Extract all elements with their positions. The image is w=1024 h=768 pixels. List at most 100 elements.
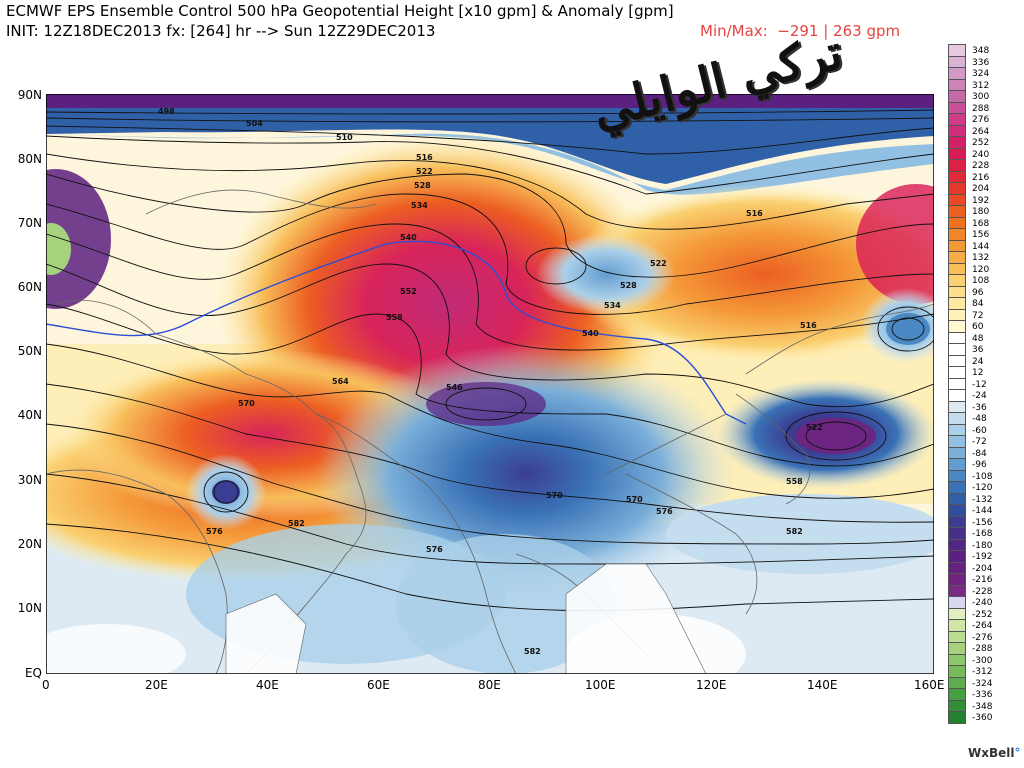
- contour-label: 558: [786, 477, 803, 486]
- colorbar-label: 312: [972, 80, 990, 91]
- contour-label: 558: [386, 313, 403, 322]
- contour-label: 576: [206, 527, 223, 536]
- colorbar-label: -348: [972, 701, 993, 712]
- colorbar-label: -168: [972, 529, 993, 539]
- colorbar-label: -108: [972, 471, 993, 482]
- lon-label: 60E: [367, 678, 390, 692]
- colorbar-label: 252: [972, 138, 990, 148]
- colorbar-label: 12: [972, 368, 984, 378]
- colorbar-label: -216: [972, 575, 993, 585]
- colorbar-label: 180: [972, 207, 990, 217]
- colorbar-label: 168: [972, 218, 990, 229]
- colorbar-label: 96: [972, 287, 984, 298]
- contour-label: 522: [806, 423, 823, 432]
- contour-label: 516: [416, 153, 433, 162]
- colorbar-label: 132: [972, 253, 990, 263]
- contour-label: 576: [656, 507, 673, 516]
- colorbar-label: 204: [972, 184, 990, 194]
- lat-label: 10N: [17, 601, 42, 615]
- colorbar-label: -300: [972, 655, 993, 666]
- lon-label: 80E: [478, 678, 501, 692]
- lat-label: 70N: [17, 216, 42, 230]
- colorbar-label: -252: [972, 609, 993, 620]
- contour-label: 540: [582, 329, 599, 338]
- colorbar-label: 144: [972, 241, 990, 252]
- colorbar-label: -156: [972, 517, 993, 528]
- colorbar-label: 48: [972, 333, 984, 344]
- colorbar-label: 216: [972, 172, 990, 183]
- lon-label: 0: [42, 678, 50, 692]
- colorbar-label: 120: [972, 264, 990, 275]
- lon-label: 100E: [585, 678, 616, 692]
- lon-label: 140E: [807, 678, 838, 692]
- colorbar-label: -96: [972, 460, 987, 470]
- contour-label: 510: [336, 133, 353, 142]
- colorbar-label: -36: [972, 402, 987, 413]
- brand-name: WxBell: [968, 746, 1015, 760]
- colorbar-label: 240: [972, 149, 990, 160]
- contour-label: 534: [411, 201, 428, 210]
- colorbar-label: -324: [972, 678, 993, 689]
- colorbar-label: 108: [972, 276, 990, 286]
- colorbar-label: -72: [972, 437, 987, 447]
- geopotential-map: 498 504 510 516 522 528 534 540 552 558 …: [46, 94, 934, 674]
- colorbar-label: 228: [972, 161, 990, 171]
- contour-label: 570: [238, 399, 255, 408]
- lat-label: 30N: [17, 473, 42, 487]
- minmax-readout: Min/Max: −291 | 263 gpm: [700, 22, 901, 40]
- colorbar-label: -288: [972, 644, 993, 654]
- colorbar-label: 84: [972, 299, 984, 309]
- lat-label: EQ: [24, 666, 42, 680]
- colorbar-label: -312: [972, 667, 993, 677]
- colorbar-swatch: [948, 711, 966, 724]
- lat-label: 80N: [17, 152, 42, 166]
- colorbar-label: 288: [972, 103, 990, 114]
- colorbar-label: -228: [972, 586, 993, 597]
- colorbar-label: -84: [972, 448, 987, 459]
- wxbell-logo: WxBell°: [968, 746, 1021, 760]
- colorbar-label: -336: [972, 690, 993, 700]
- colorbar-label: -240: [972, 598, 993, 608]
- colorbar-label: 72: [972, 310, 984, 321]
- contour-label: 540: [400, 233, 417, 242]
- contour-label: 504: [246, 119, 263, 128]
- contour-label: 546: [446, 383, 463, 392]
- contour-label: 534: [604, 301, 621, 310]
- contour-label: 528: [620, 281, 637, 290]
- contour-label: 552: [400, 287, 417, 296]
- lat-label: 40N: [17, 408, 42, 422]
- chart-subtitle: INIT: 12Z18DEC2013 fx: [264] hr --> Sun …: [6, 22, 436, 40]
- colorbar-label: 36: [972, 345, 984, 355]
- colorbar-label: -120: [972, 483, 993, 493]
- lat-label: 20N: [17, 537, 42, 551]
- contour-label: 528: [414, 181, 431, 190]
- colorbar-label: -24: [972, 391, 987, 401]
- colorbar-label: -360: [972, 713, 993, 723]
- contour-label: 576: [426, 545, 443, 554]
- colorbar-label: -192: [972, 552, 993, 562]
- colorbar-label: 156: [972, 230, 990, 240]
- lat-label: 90N: [17, 88, 42, 102]
- lon-label: 120E: [696, 678, 727, 692]
- contour-label: 570: [626, 495, 643, 504]
- colorbar-label: -132: [972, 494, 993, 505]
- contour-label: 582: [786, 527, 803, 536]
- contour-label: 516: [746, 209, 763, 218]
- colorbar-label: 24: [972, 356, 984, 367]
- colorbar-label: 264: [972, 126, 990, 137]
- lat-label: 60N: [17, 280, 42, 294]
- lon-label: 160E: [914, 678, 945, 692]
- contour-label: 582: [524, 647, 541, 656]
- colorbar-label: -144: [972, 506, 993, 516]
- contour-label: 582: [288, 519, 305, 528]
- colorbar-label: 348: [972, 46, 990, 56]
- colorbar-label: 336: [972, 57, 990, 68]
- contour-label: 516: [800, 321, 817, 330]
- colorbar-label: 60: [972, 322, 984, 332]
- contour-label: 522: [416, 167, 433, 176]
- colorbar-label: -264: [972, 621, 993, 631]
- contour-label: 498: [158, 107, 175, 116]
- colorbar-label: -12: [972, 379, 987, 390]
- colorbar-label: 300: [972, 92, 990, 102]
- colorbar-label: 276: [972, 115, 990, 125]
